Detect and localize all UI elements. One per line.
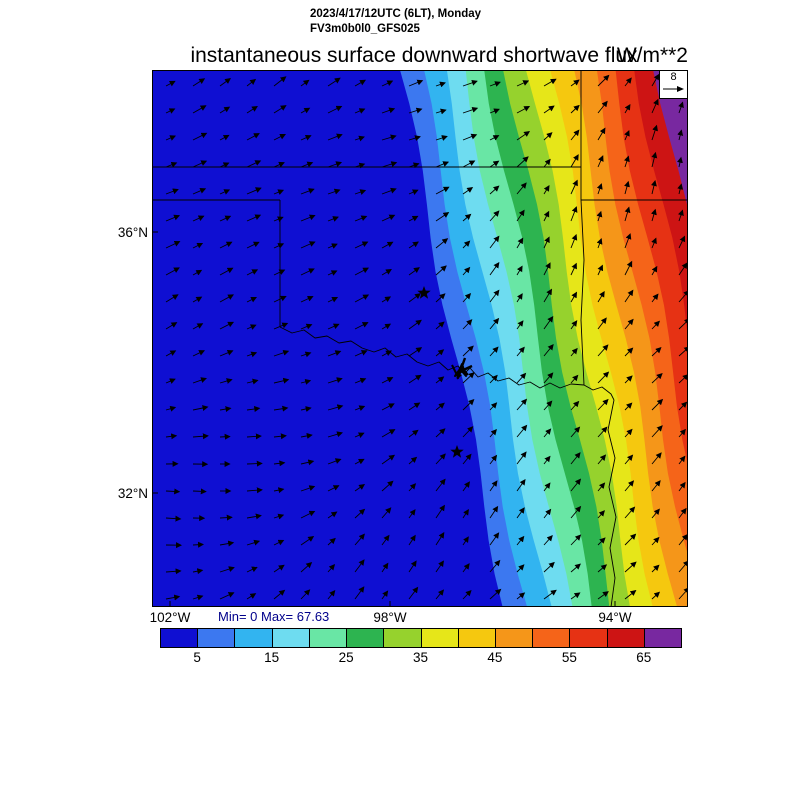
- plot-units: W/m**2: [616, 44, 688, 67]
- map-area: 8: [152, 70, 688, 607]
- lat-label-36n: 36°N: [117, 225, 148, 240]
- colorbar-tick-label: 5: [193, 650, 201, 665]
- colorbar-tick-label: 25: [338, 650, 354, 665]
- lon-label-102w: 102°W: [149, 610, 191, 625]
- colorbar-ticks: 5 15 25 35 45 55 65: [160, 650, 681, 668]
- colorbar-segment: [570, 628, 608, 648]
- header-model: FV3m0b0l0_GFS025: [310, 23, 420, 35]
- colorbar-segments: [160, 628, 683, 648]
- plot-title: instantaneous surface downward shortwave…: [190, 44, 638, 67]
- header-datetime: 2023/4/17/12UTC (6LT), Monday: [310, 8, 482, 20]
- colorbar-segment: [421, 628, 459, 648]
- colorbar-tick-label: 45: [487, 650, 503, 665]
- map-canvas: [152, 70, 688, 607]
- colorbar-segment: [607, 628, 645, 648]
- reference-vector-value: 8: [670, 71, 677, 83]
- colorbar-segment: [347, 628, 385, 648]
- colorbar-tick-label: 35: [412, 650, 429, 665]
- colorbar-segment: [458, 628, 496, 648]
- colorbar-segment: [644, 628, 683, 648]
- lon-label-98w: 98°W: [373, 610, 407, 625]
- colorbar-tick-label: 15: [264, 650, 280, 665]
- colorbar-segment: [235, 628, 273, 648]
- colorbar-segment: [533, 628, 571, 648]
- reference-vector-box: 8: [659, 70, 688, 99]
- minmax-annotation: Min= 0 Max= 67.63: [218, 609, 330, 624]
- colorbar-tick-label: 55: [561, 650, 577, 665]
- lon-label-94w: 94°W: [598, 610, 632, 625]
- colorbar-segment: [161, 628, 199, 648]
- colorbar-segment: [309, 628, 348, 648]
- colorbar-segment: [198, 628, 236, 648]
- colorbar-tick-label: 65: [636, 650, 652, 665]
- colorbar-segment: [272, 628, 310, 648]
- lat-label-32n: 32°N: [117, 486, 148, 501]
- reference-vector-arrow-icon: [663, 86, 684, 92]
- colorbar-segment: [384, 628, 422, 648]
- colorbar-segment: [495, 628, 534, 648]
